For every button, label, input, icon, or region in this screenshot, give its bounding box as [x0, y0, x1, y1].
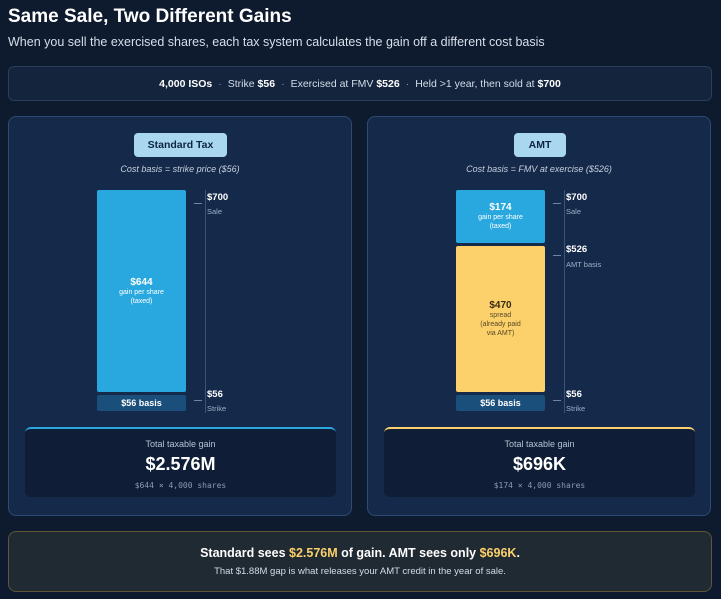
info-separator: · [405, 77, 410, 90]
amt-gain-bar: $174 gain per share (taxed) [456, 190, 545, 243]
standard-basis-note: Cost basis = strike price ($56) [120, 164, 240, 174]
amt-tick-sale [553, 203, 561, 204]
info-sale-value: $700 [537, 77, 561, 90]
standard-axis-line [205, 190, 206, 413]
amt-tick-basis-label: AMT basis [566, 260, 602, 269]
standard-tick-strike-label: Strike [207, 404, 227, 413]
info-exercise-label: Exercised at FMV [290, 77, 374, 90]
info-separator: · [218, 77, 222, 90]
summary-callout: Standard sees $2.576M of gain. AMT sees … [8, 531, 712, 592]
amt-gain-calc: $174 × 4,000 shares [493, 481, 586, 490]
amt-tick-basis [553, 255, 561, 256]
scenario-info-bar: 4,000 ISOs · Strike $56 · Exercised at F… [8, 66, 712, 101]
standard-gain-value: $2.576M [145, 454, 216, 474]
amt-basis-note: Cost basis = FMV at exercise ($526) [466, 164, 612, 174]
summary-headline: Standard sees $2.576M of gain. AMT sees … [9, 546, 711, 560]
summary-standard-value: $2.576M [289, 546, 338, 560]
amt-spread-bar: $470 spread (already paid via AMT) [456, 246, 545, 392]
standard-tick-sale-value: $700 [207, 192, 229, 203]
amt-gain-label: Total taxable gain [504, 439, 575, 449]
info-exercise-value: $526 [376, 77, 400, 90]
amt-spread-desc-via: via AMT) [486, 330, 515, 337]
amt-tick-sale-value: $700 [566, 192, 588, 203]
amt-gain-value: $696K [512, 454, 567, 474]
amt-tick-basis-value: $526 [566, 244, 588, 255]
info-strike-value: $56 [257, 77, 276, 90]
standard-gain-label: Total taxable gain [145, 439, 216, 449]
amt-axis-line [564, 190, 565, 413]
standard-gain-desc: gain per share [119, 288, 164, 296]
page-subtitle: When you sell the exercised shares, each… [8, 35, 545, 49]
amt-spread-desc: spread [489, 312, 512, 319]
standard-tick-sale-label: Sale [207, 207, 223, 216]
standard-gain-desc-taxed: (taxed) [130, 297, 153, 305]
info-separator: · [281, 77, 285, 90]
standard-basis-block: $56 basis [97, 395, 186, 411]
amt-spread-desc-paid: (already paid [480, 321, 521, 328]
summary-text-c: of gain. AMT sees only [337, 546, 480, 560]
amt-panel: AMT Cost basis = FMV at exercise ($526) … [367, 116, 711, 516]
summary-detail: That $1.88M gap is what releases your AM… [214, 566, 506, 577]
standard-total-gain-card: Total taxable gain $2.576M $644 × 4,000 … [25, 427, 336, 497]
standard-gain-bar: $644 gain per share (taxed) [97, 190, 186, 392]
amt-basis-block: $56 basis [456, 395, 545, 411]
amt-gain-desc: gain per share [478, 214, 523, 221]
standard-tick-strike [194, 400, 202, 401]
summary-text-e: . [516, 546, 520, 560]
amt-gain-amount: $174 [489, 202, 512, 213]
info-shares: 4,000 ISOs [159, 77, 213, 90]
standard-tick-sale [194, 203, 202, 204]
amt-spread-amount: $470 [489, 300, 512, 311]
summary-text-a: Standard sees [200, 546, 290, 560]
info-hold-label: Held >1 year, then sold at [415, 77, 535, 90]
standard-tax-panel: Standard Tax Cost basis = strike price (… [8, 116, 352, 516]
standard-tax-badge: Standard Tax [134, 133, 227, 157]
amt-tick-strike [553, 400, 561, 401]
amt-tick-sale-label: Sale [566, 207, 582, 216]
amt-tick-strike-label: Strike [566, 404, 586, 413]
standard-tick-strike-value: $56 [207, 389, 223, 400]
info-strike-label: Strike [227, 77, 255, 90]
amt-badge: AMT [514, 133, 566, 157]
amt-gain-desc-taxed: (taxed) [489, 223, 512, 230]
standard-gain-calc: $644 × 4,000 shares [134, 481, 227, 490]
standard-gain-amount: $644 [130, 276, 153, 288]
page-title: Same Sale, Two Different Gains [8, 6, 292, 27]
amt-tick-strike-value: $56 [566, 389, 582, 400]
summary-amt-value: $696K [479, 546, 517, 560]
amt-total-gain-card: Total taxable gain $696K $174 × 4,000 sh… [384, 427, 695, 497]
